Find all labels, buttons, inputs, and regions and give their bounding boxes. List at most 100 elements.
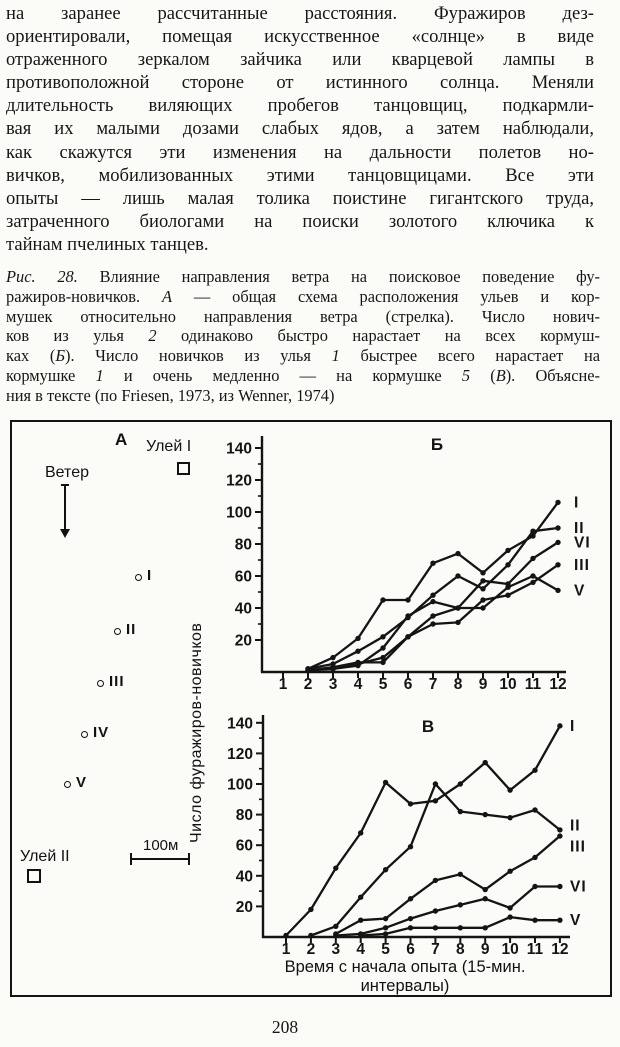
chart-v-series-VI-point-x11 [532, 883, 538, 890]
chart-v-series-II-point-x8 [457, 808, 463, 815]
chart-b-series-label-I: I [574, 494, 579, 511]
chart-v-xtick-label-9: 9 [481, 941, 490, 958]
chart-b-series-VI-point-x11 [530, 555, 536, 562]
chart-v-series-II-point-x4 [358, 894, 364, 900]
chart-b-xtick-label-5: 5 [379, 676, 388, 693]
chart-b-series-II-point-x11 [530, 528, 536, 534]
hive1-label: Улей I [146, 438, 192, 455]
chart-v-series-V-point-x12 [557, 917, 563, 923]
caption-italic-run: Б [55, 346, 65, 366]
body-line-8: вичков, мобилизованных этими танцовщицам… [6, 164, 594, 186]
chart-b-series-II-point-x5 [380, 634, 386, 640]
chart-b-series-II-point-x12 [555, 525, 561, 531]
chart-v-title: В [422, 717, 434, 736]
caption-italic-run: 2 [148, 326, 157, 346]
chart-v-ytick-label-140: 140 [227, 715, 253, 732]
chart-v-ytick-label-60: 60 [236, 838, 253, 855]
caption-run: ). Число новичков из улья [64, 346, 332, 366]
chart-v-series-I-point-x1 [283, 932, 289, 939]
body-line-5: длительность виляющих пробегов танцовщиц… [6, 95, 594, 117]
caption-italic-run: 5 [461, 365, 471, 385]
chart-v-xtick-label-3: 3 [331, 941, 340, 958]
chart-b-series-I-point-x8 [455, 550, 461, 557]
chart-b-series-label-II: II [574, 520, 585, 537]
chart-v-xtick-label-1: 1 [282, 941, 291, 958]
scale-label: 100м [143, 837, 179, 854]
page-number: 208 [271, 1017, 299, 1037]
feeder-label-III: III [109, 673, 125, 690]
chart-b-series-V-point-x7 [430, 613, 436, 619]
chart-v-series-I-point-x6 [407, 801, 414, 807]
chart-b-series-V-point-x10 [505, 584, 511, 590]
chart-b-ytick-label-140: 140 [226, 441, 252, 458]
chart-v-ytick-label-80: 80 [236, 807, 253, 824]
chart-b-xtick-label-1: 1 [279, 676, 288, 693]
chart-v-series-III-point-x5 [382, 915, 389, 922]
chart-v-series-I-line [285, 725, 561, 937]
caption-run: ках ( [6, 346, 56, 366]
feeder-circle-IV [81, 731, 88, 738]
body-line-1: на заранее рассчитанные расстояния. Фура… [6, 3, 594, 24]
scale-bar-icon [130, 853, 190, 865]
caption-italic-run: В [495, 365, 506, 385]
chart-v-series-I-point-x2 [308, 906, 314, 913]
chart-v-series-II-point-x2 [308, 932, 314, 939]
body-line-3: отраженного зеркалом зайчика или кварцев… [6, 49, 594, 71]
chart-b-series-V-point-x8 [455, 605, 461, 611]
chart-b-series-V-point-x2 [305, 667, 311, 674]
caption-line-6: кормушке 1 и очень медленно — на кормушк… [6, 366, 600, 386]
body-text: на заранее рассчитанные расстояния. Фура… [6, 2, 594, 256]
chart-b-series-VI-point-x12 [555, 539, 561, 546]
chart-v-ytick-label-20: 20 [236, 899, 253, 916]
chart-v-xtick-label-12: 12 [551, 941, 568, 958]
caption-run: кормушке [6, 365, 96, 385]
chart-v-xtick-label-8: 8 [456, 941, 465, 958]
chart-b-series-VI-point-x7 [430, 598, 436, 605]
chart-b-xtick-label-12: 12 [549, 676, 566, 693]
chart-v-series-I-point-x5 [382, 779, 389, 786]
chart-b-series-II-point-x9 [480, 586, 486, 592]
chart-b-xtick-label-2: 2 [304, 676, 313, 693]
chart-b-xtick-label-3: 3 [329, 676, 338, 693]
chart-b-series-III-point-x5 [380, 654, 386, 661]
chart-b-title: Б [431, 435, 443, 454]
chart-b-series-VI-point-x9 [480, 578, 486, 584]
chart-v-series-III-point-x10 [507, 868, 513, 874]
chart-v-series-III-point-x6 [407, 896, 414, 902]
chart-v-series-III-point-x7 [432, 877, 439, 884]
chart-v-series-VI-point-x5 [382, 925, 389, 931]
feeder-circle-I [135, 574, 142, 581]
chart-b-ytick-label-60: 60 [235, 569, 252, 586]
chart-b-series-V-point-x5 [380, 659, 386, 666]
chart-v-series-III-line [335, 835, 561, 935]
caption-run: Влияние направления ветра на поисковое п… [77, 267, 600, 286]
chart-b-xtick-label-10: 10 [499, 676, 516, 693]
body-line-4: противоположной стороне от истинного сол… [6, 72, 594, 94]
caption-run: быстрее всего нарастает на [339, 346, 600, 366]
feeder-circle-II [114, 628, 121, 635]
caption-line-2: ражиров-новичков. А — общая схема распол… [6, 287, 600, 307]
chart-v-series-VI-point-x7 [432, 908, 439, 914]
caption-run: — общая схема расположения ульев и кор- [171, 286, 600, 306]
wind-label: Ветер [45, 464, 89, 481]
chart-b-series-V-point-x4 [355, 659, 361, 666]
caption-italic-run: 1 [331, 346, 340, 366]
caption-run: ражиров-новичков. [6, 286, 162, 306]
chart-v-series-label-I: I [570, 718, 575, 735]
chart-b-series-VI-point-x6 [405, 613, 411, 619]
chart-b-series-V-point-x11 [530, 573, 536, 579]
chart-v-series-II-point-x7 [432, 781, 439, 787]
chart-v-series-III-point-x11 [532, 854, 538, 861]
chart-v-xtick-label-5: 5 [381, 941, 390, 958]
hive1-square-icon [177, 462, 190, 475]
chart-b-ytick-label-40: 40 [235, 601, 252, 618]
body-line-11: тайнам пчелиных танцев. [6, 233, 209, 255]
caption-line-7: ния в тексте (по Friesen, 1973, из Wenne… [6, 386, 600, 406]
chart-b-xtick-label-11: 11 [525, 676, 542, 693]
chart-v-xtick-label-2: 2 [307, 941, 316, 958]
body-line-6: вая их малыми дозами слабых ядов, а зате… [6, 118, 594, 140]
caption-line-1: Рис. 28. Влияние направления ветра на по… [6, 267, 600, 287]
chart-v-ytick-label-100: 100 [227, 777, 253, 794]
chart-v-series-V-point-x8 [457, 925, 463, 931]
